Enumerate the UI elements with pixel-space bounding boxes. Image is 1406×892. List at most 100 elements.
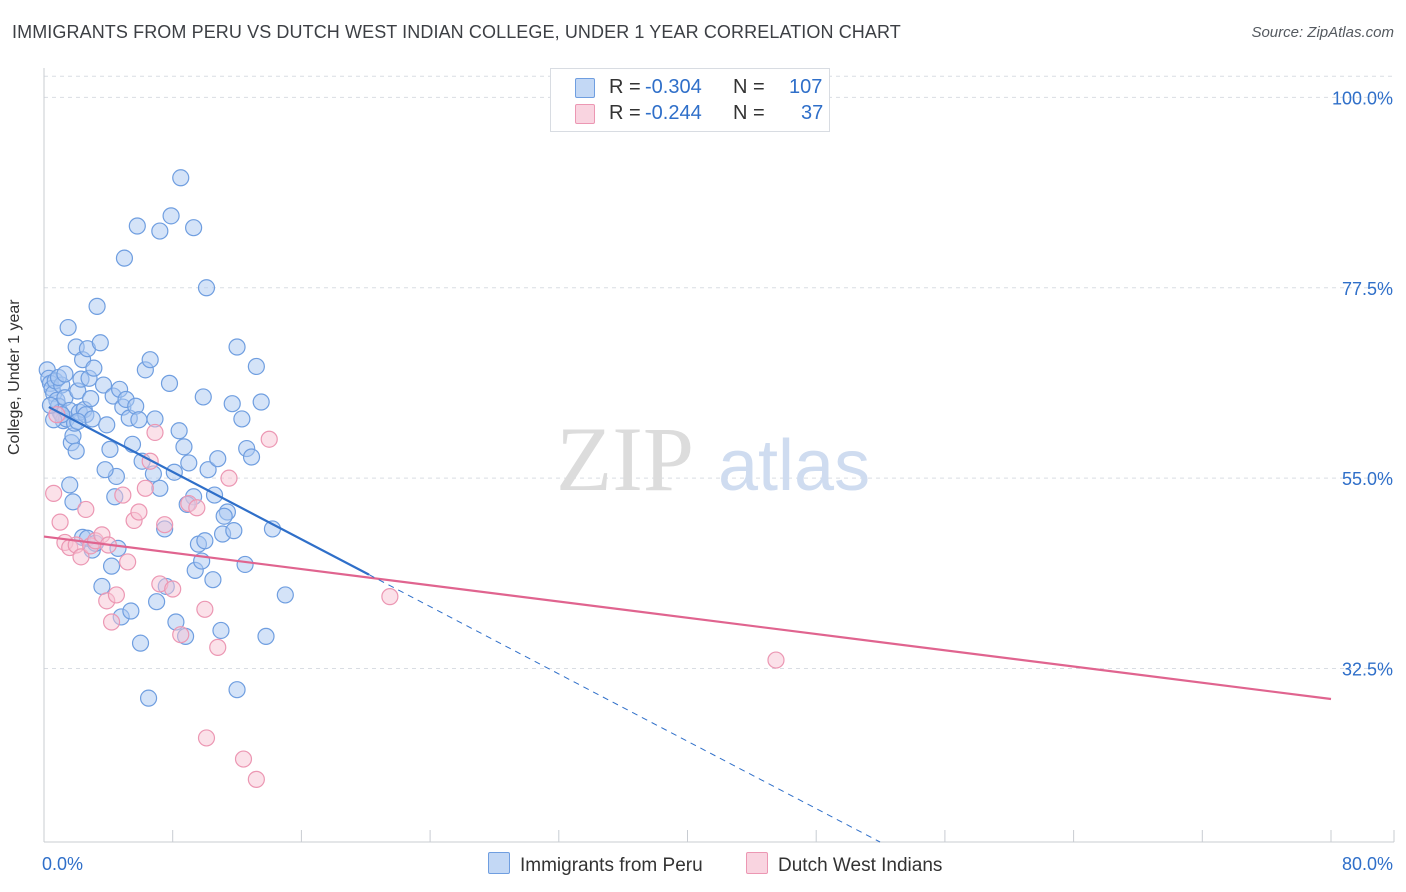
chart-title: IMMIGRANTS FROM PERU VS DUTCH WEST INDIA… [12, 22, 901, 42]
peru-point [175, 438, 193, 456]
legend-n-label: N = [733, 102, 765, 124]
dutch-west-indian-point [45, 484, 63, 502]
dutch-west-indian-point [260, 430, 278, 448]
dutch-west-indian-point [77, 500, 95, 519]
peru-point [215, 507, 233, 525]
grid-layer [44, 75, 1394, 670]
dutch-west-indian-point [196, 600, 214, 618]
peru-point [151, 222, 169, 240]
x-tick-label-min: 0.0% [42, 854, 83, 874]
dutch-west-indian-point [119, 553, 137, 571]
peru-point [94, 376, 113, 394]
bottom-legend-label: Immigrants from Peru [520, 855, 703, 876]
source-label: Source: ZipAtlas.com [1251, 24, 1394, 41]
peru-point [88, 297, 106, 315]
peru-point [225, 522, 243, 540]
peru-trend-projection [368, 574, 881, 843]
peru-point [205, 486, 224, 504]
peru-point [102, 557, 121, 575]
dutch-west-indian-point [164, 580, 182, 598]
peru-point [212, 621, 230, 640]
bottom-legend-swatch-blue [488, 852, 510, 874]
dutch-west-indian-point [107, 586, 125, 604]
peru-point [56, 365, 74, 383]
peru-point [180, 454, 198, 472]
bottom-legend-label: Dutch West Indians [778, 855, 943, 876]
peru-point [160, 374, 179, 392]
dutch-west-indian-point [172, 626, 190, 644]
peru-point [252, 393, 270, 411]
dutch-west-indian-point [381, 588, 399, 606]
y-tick-label: 77.5% [1342, 279, 1393, 299]
peru-point [115, 249, 134, 267]
peru-point [83, 410, 101, 428]
watermark-zip: ZIP [556, 408, 694, 510]
legend-swatch-pink [575, 104, 595, 124]
dutch-west-indian-point [767, 651, 785, 669]
peru-point [91, 334, 109, 352]
peru-point [228, 338, 246, 356]
axes-layer [43, 68, 1395, 843]
dutch-west-indian-point [156, 516, 174, 534]
peru-point [233, 410, 251, 428]
legend-r-value: -0.244 [645, 102, 702, 124]
peru-point [247, 357, 265, 376]
peru-point [223, 395, 241, 413]
peru-point [148, 593, 166, 611]
peru-point [257, 627, 275, 645]
legend-n-value: 37 [801, 102, 824, 124]
legend-r-value: -0.304 [645, 76, 702, 98]
correlation-legend: R = -0.304 N = 107 R = -0.244 N = 37 [550, 68, 830, 132]
peru-point [276, 586, 294, 604]
y-axis-label: College, Under 1 year [6, 299, 23, 455]
peru-point [131, 634, 150, 652]
peru-point [196, 532, 214, 550]
dutch-west-indian-point [136, 479, 154, 497]
dutch-west-indian-point [146, 423, 164, 442]
watermark-atlas: atlas [718, 426, 870, 506]
legend-swatch-blue [575, 78, 595, 98]
points-layer [38, 169, 785, 788]
peru-point [228, 681, 246, 699]
y-tick-label: 32.5% [1342, 660, 1393, 680]
legend-n-value: 107 [789, 76, 823, 98]
tick-label-layer: 100.0% 77.5% 55.0% 32.5% 0.0% 80.0% [42, 88, 1393, 874]
peru-point [130, 411, 148, 429]
peru-point [98, 416, 116, 434]
peru-point [67, 442, 85, 460]
y-tick-label: 55.0% [1342, 469, 1393, 489]
peru-point [61, 476, 79, 494]
peru-point [141, 351, 159, 369]
peru-point [236, 555, 254, 574]
dutch-west-indian-point [188, 499, 206, 517]
peru-point [242, 448, 261, 466]
dutch-west-indian-point [51, 513, 69, 531]
bottom-legend-peru[interactable]: Immigrants from Peru [488, 852, 703, 877]
trend-layer [43, 406, 1332, 843]
legend-r-label: R = [609, 76, 641, 98]
dutch-west-indian-point [114, 486, 132, 504]
peru-point [170, 422, 188, 440]
dutch-west-indian-point [130, 503, 148, 521]
dutch-west-indian-point [247, 770, 265, 788]
dutch-west-indian-trend-line [43, 535, 1332, 701]
bottom-legend-dutch-west-indians[interactable]: Dutch West Indians [746, 852, 942, 877]
dutch-west-indian-point [197, 729, 216, 747]
peru-point [199, 461, 217, 479]
x-tick-label-max: 80.0% [1342, 854, 1393, 874]
peru-point [204, 571, 222, 589]
legend-r-label: R = [609, 102, 641, 124]
bottom-legend-swatch-pink [746, 852, 768, 874]
peru-point [194, 388, 212, 406]
dutch-west-indian-point [72, 548, 90, 566]
peru-trend-line [48, 406, 370, 576]
dutch-west-indian-point [220, 469, 238, 487]
peru-point [162, 207, 180, 225]
peru-point [197, 279, 216, 297]
peru-point [122, 602, 140, 620]
peru-point [139, 689, 158, 707]
legend-n-label: N = [733, 76, 765, 98]
peru-point [96, 461, 114, 479]
dutch-west-indian-point [209, 638, 227, 656]
